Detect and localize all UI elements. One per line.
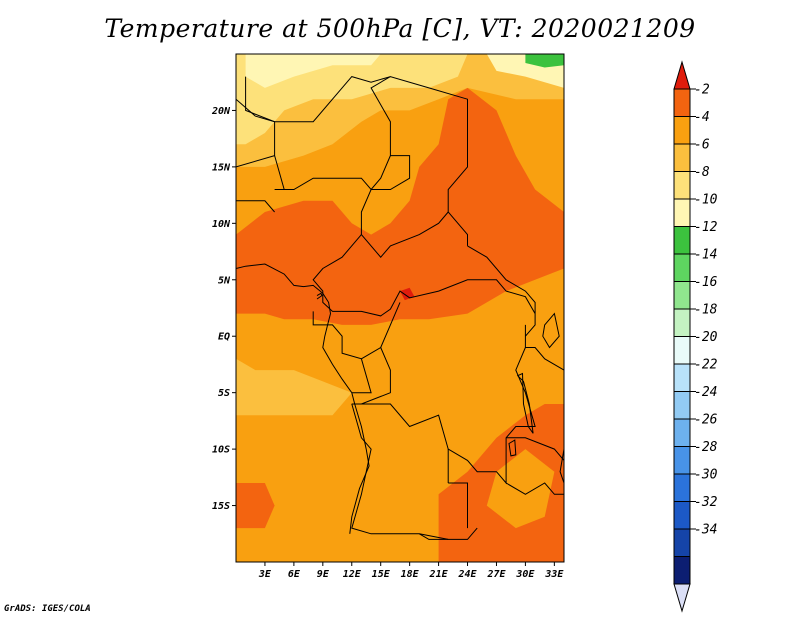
colorbar-swatch (673, 363, 691, 392)
colorbar-label: -32 (694, 495, 718, 510)
lon-tick-label: 9E (317, 569, 330, 580)
temperature-contour-regions (236, 54, 564, 562)
temperature-region (236, 358, 352, 416)
colorbar-swatch (673, 88, 691, 117)
lon-tick-label: 18E (401, 569, 420, 580)
colorbar-label: -8 (694, 165, 710, 180)
country-border (361, 302, 401, 360)
colorbar-swatch (673, 501, 691, 530)
colorbar-swatch (673, 391, 691, 420)
lat-tick-label: 5S (218, 388, 230, 399)
lon-tick-label: 12E (343, 569, 362, 580)
temperature-region (486, 449, 555, 529)
lon-tick-label: 24E (457, 569, 477, 580)
colorbar-swatch (673, 473, 691, 502)
lat-tick-label: 10N (212, 219, 231, 230)
colorbar-swatch (673, 528, 691, 557)
country-border (360, 155, 449, 258)
temperature-region (236, 87, 564, 325)
colorbar-label: -16 (694, 275, 718, 290)
colorbar-swatch (673, 556, 691, 585)
colorbar-label: -10 (694, 193, 718, 208)
colorbar-swatch (673, 418, 691, 447)
colorbar-label: -26 (694, 413, 718, 428)
country-border (245, 76, 285, 190)
temperature-map (236, 54, 564, 562)
colorbar-swatch (673, 226, 691, 255)
colorbar-label: -20 (694, 330, 718, 345)
lon-tick-label: 27E (486, 569, 506, 580)
coastline (236, 263, 370, 534)
map-title: Temperature at 500hPa [C], VT: 202002120… (104, 14, 696, 43)
colorbar-swatch (673, 116, 691, 145)
longitude-axis: 3E 6E 9E 12E 15E 18E 21E 24E 27E 30E 33E (258, 562, 564, 580)
colorbar-swatch (673, 253, 691, 282)
colorbar-swatch (673, 583, 691, 613)
colorbar-label: -14 (694, 248, 717, 263)
temperature-region (236, 483, 275, 529)
lat-tick-label: 15S (212, 501, 230, 512)
colorbar-swatch (673, 171, 691, 200)
colorbar-label: -6 (694, 138, 710, 153)
country-border (312, 311, 372, 394)
colorbar-label: -2 (694, 83, 710, 98)
colorbar-label: -28 (694, 440, 718, 455)
country-border (467, 245, 536, 337)
lat-tick-label: 20N (211, 106, 231, 117)
colorbar-swatch (673, 446, 691, 475)
lat-tick-label: 10S (212, 445, 230, 456)
country-border (525, 347, 564, 371)
lake-outline (508, 439, 517, 457)
colorbar-label: -4 (694, 110, 710, 125)
colorbar-label: -22 (694, 358, 718, 373)
map-frame (235, 53, 565, 563)
colorbar-label: -30 (694, 468, 718, 483)
country-border (351, 403, 478, 540)
colorbar-swatch (673, 143, 691, 172)
colorbar-swatch (673, 281, 691, 310)
lake-outline (542, 312, 560, 349)
country-boundaries (236, 76, 564, 540)
lake-outline (559, 449, 564, 484)
lon-tick-label: 21E (429, 569, 449, 580)
country-border (448, 482, 468, 529)
country-border (506, 437, 564, 461)
lat-tick-label: 5N (218, 275, 231, 286)
lon-tick-label: 30E (515, 569, 535, 580)
lon-tick-label: 33E (544, 569, 564, 580)
country-border (419, 533, 449, 540)
country-border (236, 155, 275, 213)
colorbar-label: -24 (694, 385, 717, 400)
colorbar-label: -18 (694, 303, 718, 318)
country-border (236, 76, 468, 246)
lake-outline (516, 372, 534, 434)
country-border (312, 234, 536, 317)
colorbar-swatch (673, 60, 691, 90)
latitude-axis: 20N 15N 10N 5N EQ 5S 10S 15S (211, 106, 236, 512)
temperature-region (525, 54, 564, 68)
country-border (505, 482, 564, 495)
grads-credit: GrADS: IGES/COLA (4, 604, 91, 614)
coastline (316, 292, 323, 300)
colorbar-label: -12 (694, 220, 718, 235)
colorbar-label: -34 (694, 523, 717, 538)
lon-tick-label: 6E (288, 569, 301, 580)
colorbar-swatch (673, 336, 691, 365)
colorbar: -2 -4 -6 -8 -10 -12 -14 -16 -18 -20 -22 -24 -26 -28 -3… (673, 60, 718, 613)
lon-tick-label: 15E (372, 569, 391, 580)
colorbar-swatch (673, 308, 691, 337)
lat-tick-label: 15N (212, 162, 231, 173)
country-border (351, 324, 536, 485)
temperature-region (245, 54, 381, 88)
lat-tick-label: EQ (218, 332, 230, 343)
lon-tick-label: 3E (258, 569, 272, 580)
colorbar-swatch (673, 198, 691, 227)
